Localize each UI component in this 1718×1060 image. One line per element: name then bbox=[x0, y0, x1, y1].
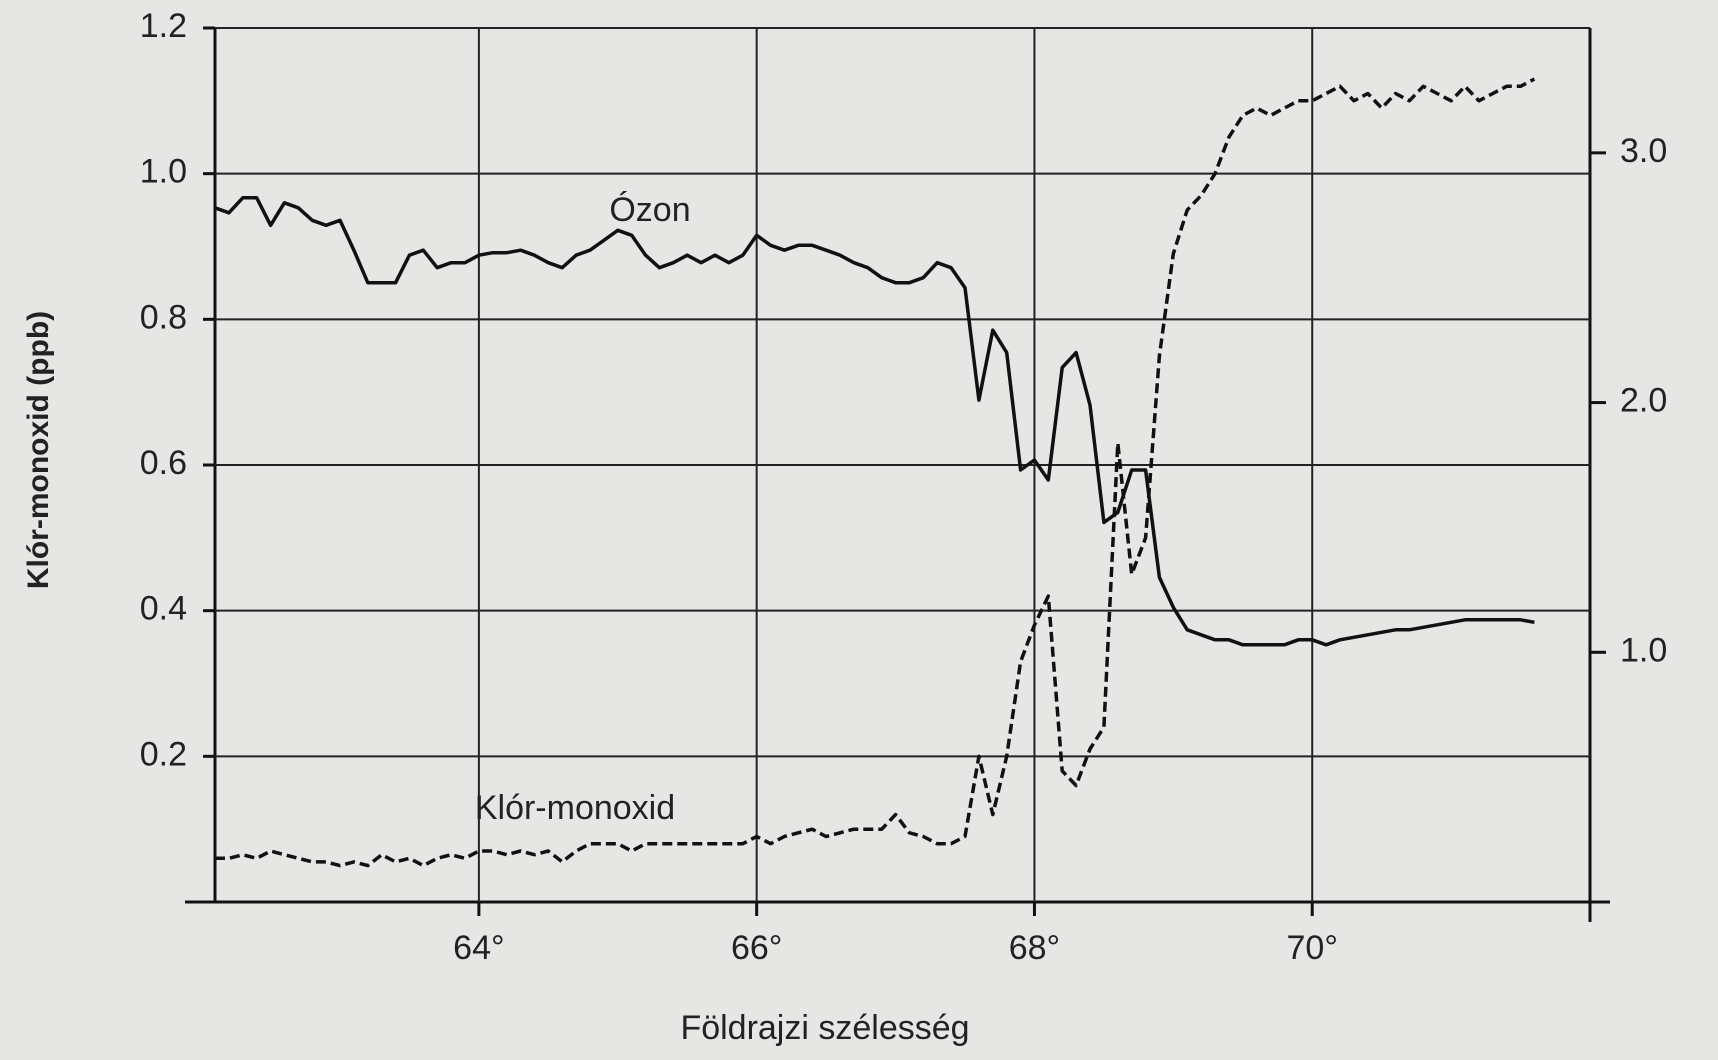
series-label: Ózon bbox=[609, 191, 690, 229]
x-axis-label: Földrajzi szélesség bbox=[680, 1009, 969, 1047]
y-tick-label: 0.4 bbox=[140, 590, 187, 628]
x-tick-label: 64° bbox=[453, 929, 504, 967]
y-tick-label: 0.6 bbox=[140, 444, 187, 482]
x-tick-label: 70° bbox=[1287, 929, 1338, 967]
y-tick-label: 1.0 bbox=[140, 153, 187, 191]
y2-tick-label: 1.0 bbox=[1620, 631, 1667, 669]
series-line bbox=[215, 77, 1536, 868]
y-tick-label: 0.2 bbox=[140, 735, 187, 773]
x-tick-label: 68° bbox=[1009, 929, 1060, 967]
y2-tick-label: 2.0 bbox=[1620, 382, 1667, 420]
y2-tick-label: 3.0 bbox=[1620, 132, 1667, 170]
series-line bbox=[214, 196, 1535, 647]
y-axis-label: Klór-monoxid (ppb) bbox=[22, 311, 55, 589]
y-tick-label: 0.8 bbox=[140, 298, 187, 336]
x-tick-label: 66° bbox=[731, 929, 782, 967]
y-tick-label: 1.2 bbox=[140, 7, 187, 45]
series-label: Klór-monoxid bbox=[475, 789, 675, 827]
